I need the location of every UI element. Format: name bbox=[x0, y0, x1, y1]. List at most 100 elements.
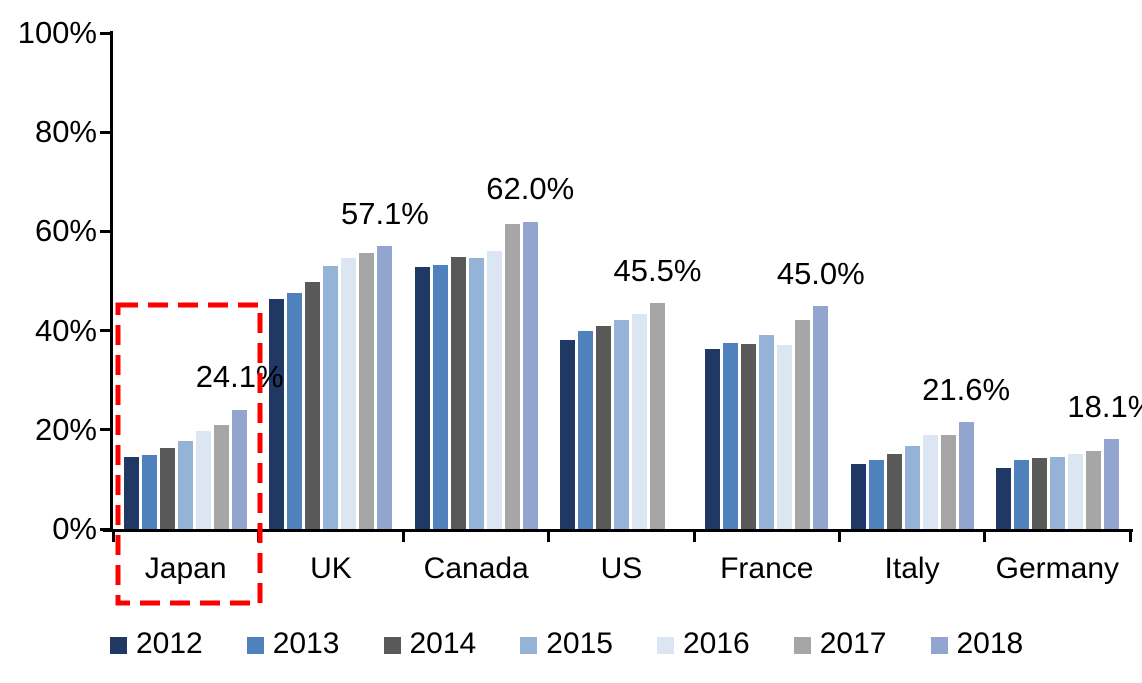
legend-item-2013: 2013 bbox=[246, 626, 340, 662]
bar-2016 bbox=[777, 344, 793, 529]
legend-label: 2018 bbox=[956, 627, 1024, 660]
legend-item-2017: 2017 bbox=[793, 626, 887, 662]
bar-2015 bbox=[468, 258, 484, 529]
x-axis-label: Japan bbox=[144, 552, 227, 585]
bar-2013 bbox=[723, 342, 739, 529]
legend-swatch bbox=[520, 637, 538, 654]
x-axis-tick bbox=[111, 532, 115, 542]
bar-2017 bbox=[214, 425, 230, 529]
x-axis-tick bbox=[256, 532, 260, 542]
y-axis-tick bbox=[100, 229, 111, 233]
y-axis-tick-label: 20% bbox=[34, 411, 97, 447]
bar-2016 bbox=[486, 251, 502, 529]
y-axis-tick bbox=[100, 31, 111, 35]
bar-2016 bbox=[631, 313, 647, 529]
bar-2012 bbox=[269, 298, 285, 529]
legend-label: 2016 bbox=[683, 627, 750, 660]
y-axis-tick bbox=[100, 329, 111, 333]
legend-item-2018: 2018 bbox=[930, 626, 1024, 662]
legend-swatch bbox=[110, 637, 127, 654]
legend-label: 2017 bbox=[819, 627, 887, 660]
bar-2018 bbox=[813, 305, 829, 529]
legend-swatch bbox=[930, 637, 948, 654]
x-axis-tick bbox=[547, 532, 551, 542]
bar-2012 bbox=[124, 457, 140, 529]
legend-label: 2013 bbox=[272, 627, 340, 660]
x-axis-tick bbox=[692, 532, 696, 542]
bar-2017 bbox=[940, 434, 956, 529]
bar-2013 bbox=[1013, 460, 1029, 529]
x-axis-label: US bbox=[600, 552, 643, 585]
y-axis-tick bbox=[100, 428, 111, 432]
x-axis-label: Italy bbox=[884, 552, 940, 585]
bar-2015 bbox=[904, 446, 920, 529]
legend-label: 2015 bbox=[546, 627, 613, 660]
legend-swatch bbox=[657, 637, 674, 654]
bar-2013 bbox=[142, 455, 158, 529]
bar-2014 bbox=[886, 453, 902, 529]
x-axis-line bbox=[103, 529, 1133, 532]
bar-group-canada bbox=[404, 33, 549, 529]
y-axis-tick-label: 60% bbox=[34, 213, 97, 249]
bar-group-uk bbox=[258, 33, 403, 529]
data-label: 57.1% bbox=[340, 195, 429, 231]
y-axis-tick-label: 40% bbox=[34, 312, 97, 348]
y-axis-tick-label: 80% bbox=[34, 114, 97, 150]
bar-2013 bbox=[287, 292, 303, 529]
bar-2012 bbox=[995, 468, 1011, 529]
bar-2013 bbox=[577, 331, 593, 529]
bar-group-us bbox=[549, 33, 694, 529]
bar-2014 bbox=[305, 282, 321, 529]
bar-2014 bbox=[741, 343, 757, 529]
bar-2014 bbox=[1031, 458, 1047, 529]
bar-2014 bbox=[160, 447, 176, 529]
legend-item-2014: 2014 bbox=[383, 626, 476, 662]
data-label: 45.0% bbox=[776, 255, 865, 291]
bar-2012 bbox=[559, 339, 575, 529]
bar-2015 bbox=[178, 440, 194, 529]
bar-2016 bbox=[341, 257, 357, 529]
legend-label: 2012 bbox=[136, 627, 203, 660]
x-axis-tick bbox=[402, 532, 406, 542]
bar-group-germany bbox=[985, 33, 1130, 529]
data-label: 62.0% bbox=[486, 171, 575, 207]
legend-item-2015: 2015 bbox=[520, 626, 613, 662]
bar-2018 bbox=[522, 221, 538, 529]
bar-2017 bbox=[1085, 450, 1101, 529]
y-axis-tick-label: 0% bbox=[52, 511, 97, 546]
data-label: 18.1% bbox=[1067, 389, 1142, 425]
bar-2018 bbox=[1103, 439, 1119, 529]
data-label: 21.6% bbox=[922, 371, 1011, 407]
bar-2015 bbox=[613, 320, 629, 529]
x-axis-tick bbox=[1128, 532, 1132, 542]
bar-group-france bbox=[694, 33, 839, 529]
bar-group-japan bbox=[113, 33, 258, 529]
x-axis-tick bbox=[983, 532, 987, 542]
bar-2017 bbox=[649, 303, 665, 529]
bar-2016 bbox=[922, 435, 938, 529]
bar-2018 bbox=[377, 245, 393, 529]
bar-2012 bbox=[850, 463, 866, 529]
bar-2016 bbox=[196, 431, 212, 529]
legend-swatch bbox=[246, 637, 264, 654]
bar-2016 bbox=[1067, 453, 1083, 529]
bar-2018 bbox=[958, 421, 974, 529]
bar-2013 bbox=[432, 264, 448, 529]
bar-2015 bbox=[323, 265, 339, 529]
bar-2017 bbox=[359, 252, 375, 529]
legend-item-2012: 2012 bbox=[110, 626, 203, 662]
bar-2012 bbox=[414, 266, 430, 529]
bar-2017 bbox=[504, 224, 520, 529]
legend: 2012 2013 2014 2015 2016 2017 2018 bbox=[110, 626, 1023, 662]
legend-item-2016: 2016 bbox=[657, 626, 750, 662]
legend-swatch bbox=[383, 637, 401, 654]
y-axis-tick bbox=[100, 527, 111, 531]
bar-2014 bbox=[595, 325, 611, 529]
x-axis-label: Canada bbox=[423, 552, 529, 585]
bar-2017 bbox=[795, 319, 811, 529]
x-axis-label: Germany bbox=[995, 552, 1120, 585]
bar-2015 bbox=[1049, 457, 1065, 529]
y-axis-tick-label: 100% bbox=[17, 15, 97, 50]
data-label: 45.5% bbox=[613, 253, 702, 289]
